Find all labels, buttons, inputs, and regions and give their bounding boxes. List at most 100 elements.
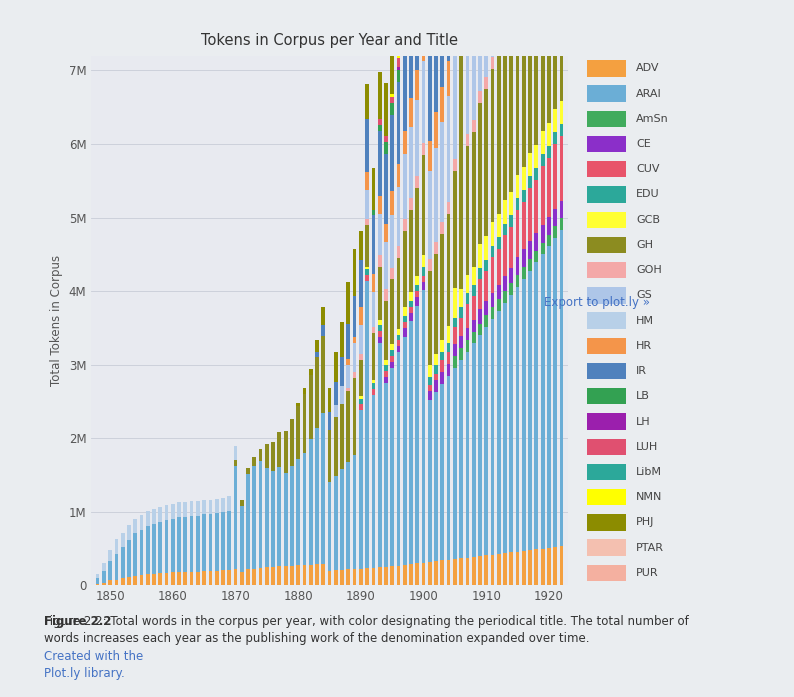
Bar	[303, 395, 306, 453]
Bar	[365, 568, 369, 585]
Bar	[127, 540, 131, 576]
Bar	[296, 403, 300, 406]
Bar	[503, 236, 507, 277]
Bar	[409, 564, 413, 585]
Bar	[233, 461, 237, 466]
Bar	[346, 365, 350, 388]
Bar	[415, 0, 419, 70]
Bar	[102, 563, 106, 571]
Bar	[303, 453, 306, 565]
Bar	[528, 241, 532, 259]
Bar	[497, 55, 501, 214]
Bar	[522, 0, 526, 167]
Bar	[484, 316, 488, 328]
Bar	[528, 188, 532, 241]
Bar	[534, 549, 538, 585]
Bar	[534, 145, 538, 168]
Bar	[328, 482, 331, 571]
Bar	[428, 562, 432, 585]
Bar	[503, 0, 507, 24]
Bar	[497, 299, 501, 311]
Bar	[547, 146, 551, 158]
Bar	[510, 295, 513, 552]
Bar	[152, 509, 156, 523]
Bar	[403, 154, 407, 219]
Bar	[359, 399, 363, 404]
Bar	[340, 569, 344, 585]
Bar	[403, 231, 407, 307]
Bar	[428, 259, 432, 270]
Bar	[403, 43, 407, 131]
Bar	[346, 462, 350, 569]
Text: LibM: LibM	[636, 467, 662, 477]
Bar	[215, 498, 218, 514]
Bar	[453, 326, 457, 344]
Bar	[146, 574, 149, 585]
Bar	[560, 100, 563, 124]
Bar	[515, 286, 519, 551]
Bar	[277, 431, 281, 467]
Bar	[215, 514, 218, 571]
Bar	[365, 266, 369, 270]
Bar	[202, 571, 206, 585]
Bar	[309, 565, 313, 585]
Bar	[484, 77, 488, 89]
Text: HM: HM	[636, 316, 654, 325]
Bar	[434, 392, 438, 561]
Bar	[447, 61, 450, 96]
Bar	[441, 122, 444, 222]
Bar	[547, 548, 551, 585]
Text: Created with the
Plot.ly library.: Created with the Plot.ly library.	[44, 650, 143, 680]
Bar	[121, 547, 125, 578]
Bar	[378, 255, 382, 266]
Bar	[346, 323, 350, 359]
Bar	[409, 312, 413, 321]
Bar	[553, 144, 557, 209]
Bar	[434, 148, 438, 242]
Bar	[553, 109, 557, 132]
Text: NMN: NMN	[636, 492, 662, 503]
Bar	[190, 516, 194, 572]
Bar	[522, 190, 526, 202]
Text: GH: GH	[636, 240, 653, 250]
Bar	[196, 501, 200, 516]
Bar	[587, 86, 626, 102]
Bar	[491, 257, 495, 293]
Bar	[441, 384, 444, 560]
Bar	[587, 237, 626, 253]
Text: ADV: ADV	[636, 63, 660, 73]
Bar	[372, 327, 376, 333]
Bar	[202, 514, 206, 571]
Text: GOH: GOH	[636, 265, 661, 275]
Bar	[140, 575, 144, 585]
Bar	[396, 70, 400, 82]
Bar	[497, 250, 501, 284]
Bar	[246, 569, 250, 585]
Bar	[428, 0, 432, 12]
Bar	[252, 569, 256, 585]
Bar	[541, 549, 545, 585]
Bar	[209, 571, 212, 585]
Bar	[491, 57, 495, 69]
Bar	[372, 169, 376, 210]
Bar	[415, 100, 419, 176]
Bar	[152, 574, 156, 585]
Bar	[378, 213, 382, 255]
Bar	[478, 103, 482, 244]
Bar	[396, 346, 400, 352]
Bar	[403, 565, 407, 585]
Bar	[428, 171, 432, 259]
Bar	[202, 500, 206, 514]
Bar	[434, 112, 438, 148]
Bar	[353, 372, 357, 378]
Text: GCB: GCB	[636, 215, 660, 224]
Bar	[346, 282, 350, 323]
Bar	[510, 9, 513, 21]
Bar	[296, 406, 300, 459]
Bar	[441, 360, 444, 372]
Bar	[478, 335, 482, 556]
Bar	[587, 262, 626, 278]
Bar	[396, 246, 400, 258]
Bar	[541, 0, 545, 131]
Bar	[259, 450, 263, 461]
